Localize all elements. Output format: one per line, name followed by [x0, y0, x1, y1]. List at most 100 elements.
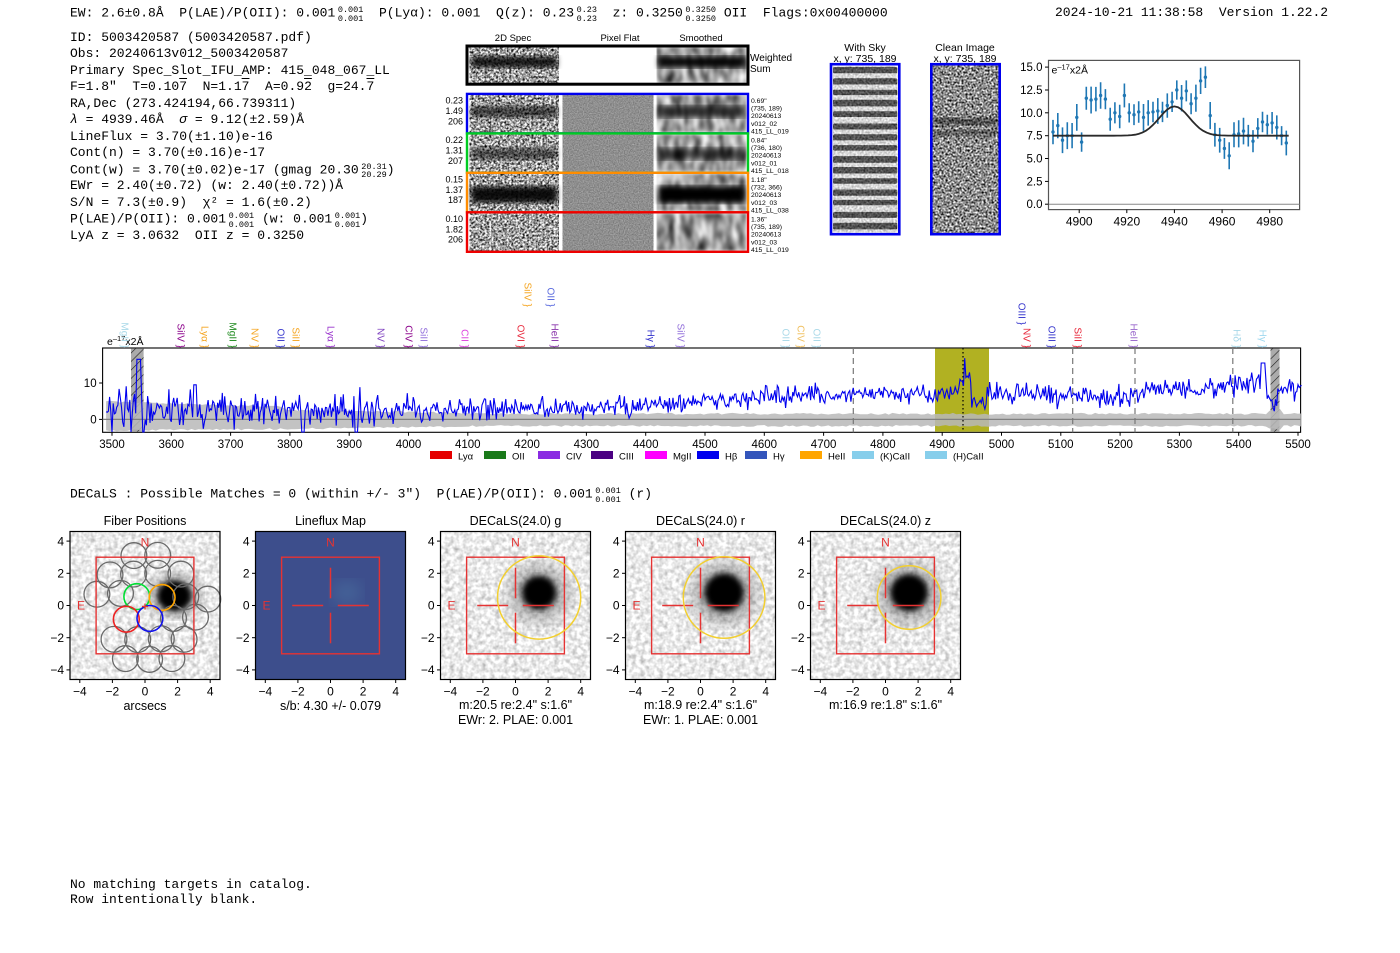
- svg-text:1.82: 1.82: [445, 224, 463, 234]
- svg-text:−4: −4: [443, 685, 457, 699]
- svg-text:SiIV }: SiIV }: [175, 324, 186, 349]
- svg-text:415_LL_019: 415_LL_019: [751, 128, 789, 135]
- svg-text:NV }: NV }: [1021, 328, 1032, 349]
- svg-text:v012_03: v012_03: [751, 239, 777, 246]
- svg-text:5400: 5400: [1226, 439, 1252, 451]
- svg-text:2.5: 2.5: [1027, 176, 1043, 188]
- svg-text:4: 4: [577, 685, 584, 699]
- svg-text:With Sky: With Sky: [844, 42, 886, 54]
- svg-text:N: N: [696, 536, 705, 550]
- svg-text:HeII }: HeII }: [549, 324, 560, 349]
- svg-text:4: 4: [762, 685, 769, 699]
- svg-text:Hγ }: Hγ }: [1257, 330, 1268, 349]
- svg-text:2: 2: [915, 685, 922, 699]
- svg-text:x, y: 735, 189: x, y: 735, 189: [933, 53, 996, 65]
- svg-text:CIV }: CIV }: [795, 325, 806, 348]
- svg-text:4700: 4700: [811, 439, 837, 451]
- svg-text:Clean Image: Clean Image: [935, 42, 995, 54]
- svg-text:0: 0: [327, 685, 334, 699]
- svg-text:4: 4: [57, 534, 64, 548]
- svg-text:Lyα }: Lyα }: [325, 326, 336, 349]
- svg-text:E: E: [633, 599, 641, 613]
- svg-text:4980: 4980: [1256, 215, 1283, 229]
- svg-text:4500: 4500: [692, 439, 718, 451]
- svg-text:Lyα: Lyα: [458, 452, 474, 463]
- svg-text:2D Spec: 2D Spec: [495, 33, 532, 44]
- svg-text:MgII: MgII: [673, 452, 691, 463]
- svg-text:0.84": 0.84": [751, 138, 767, 145]
- svg-text:3700: 3700: [218, 439, 244, 451]
- svg-text:CIII: CIII: [619, 452, 634, 463]
- svg-text:MgII }: MgII }: [227, 322, 238, 348]
- svg-text:2: 2: [174, 685, 181, 699]
- svg-text:OII: OII: [512, 452, 525, 463]
- svg-text:20240613: 20240613: [751, 113, 781, 120]
- svg-text:4: 4: [428, 534, 435, 548]
- svg-text:−2: −2: [661, 685, 675, 699]
- svg-text:SiIV }: SiIV }: [522, 283, 533, 308]
- svg-text:−2: −2: [106, 685, 120, 699]
- svg-text:Weighted: Weighted: [750, 53, 792, 64]
- svg-text:206: 206: [448, 235, 463, 245]
- svg-text:m:18.9 re:2.4" s:1.6": m:18.9 re:2.4" s:1.6": [644, 698, 757, 712]
- svg-text:NV }: NV }: [249, 328, 260, 349]
- svg-text:5500: 5500: [1285, 439, 1311, 451]
- svg-text:0.69": 0.69": [751, 98, 767, 105]
- svg-text:m:16.9 re:1.8" s:1.6": m:16.9 re:1.8" s:1.6": [829, 698, 942, 712]
- svg-text:4300: 4300: [574, 439, 600, 451]
- svg-text:2: 2: [360, 685, 367, 699]
- svg-text:Smoothed: Smoothed: [679, 33, 722, 44]
- svg-text:SiII }: SiII }: [418, 327, 429, 348]
- svg-text:EWr: 2. PLAE: 0.001: EWr: 2. PLAE: 0.001: [458, 713, 573, 727]
- svg-text:DECaLS(24.0) g: DECaLS(24.0) g: [470, 514, 562, 528]
- svg-text:4400: 4400: [633, 439, 659, 451]
- svg-text:4: 4: [613, 534, 620, 548]
- svg-text:7.5: 7.5: [1027, 131, 1043, 143]
- svg-text:2: 2: [243, 567, 250, 581]
- svg-text:−4: −4: [421, 663, 435, 677]
- svg-text:0: 0: [243, 599, 250, 613]
- svg-text:NV }: NV }: [375, 328, 386, 349]
- svg-text:20240613: 20240613: [751, 232, 781, 239]
- svg-text:EWr: 1. PLAE: 0.001: EWr: 1. PLAE: 0.001: [643, 713, 758, 727]
- svg-text:0.22: 0.22: [445, 135, 463, 145]
- svg-text:v012_03: v012_03: [751, 200, 777, 207]
- svg-text:2: 2: [545, 685, 552, 699]
- svg-text:5000: 5000: [989, 439, 1015, 451]
- svg-text:415_LL_018: 415_LL_018: [751, 168, 789, 175]
- svg-text:2: 2: [730, 685, 737, 699]
- svg-text:0: 0: [428, 599, 435, 613]
- svg-text:4900: 4900: [929, 439, 955, 451]
- svg-text:4: 4: [392, 685, 399, 699]
- svg-text:E: E: [818, 599, 826, 613]
- svg-text:1.18": 1.18": [751, 177, 767, 184]
- svg-text:3600: 3600: [159, 439, 185, 451]
- svg-text:0.10: 0.10: [445, 214, 463, 224]
- svg-text:−4: −4: [628, 685, 642, 699]
- svg-text:0: 0: [697, 685, 704, 699]
- svg-text:SiIV }: SiIV }: [675, 324, 686, 349]
- svg-text:5.0: 5.0: [1027, 154, 1043, 166]
- svg-text:E: E: [77, 599, 85, 613]
- svg-text:Lineflux Map: Lineflux Map: [295, 514, 366, 528]
- svg-text:−4: −4: [813, 685, 827, 699]
- svg-text:415_LL_019: 415_LL_019: [751, 247, 789, 254]
- svg-text:N: N: [326, 536, 335, 550]
- svg-text:10.0: 10.0: [1020, 108, 1042, 120]
- svg-text:−4: −4: [606, 663, 620, 677]
- svg-text:4000: 4000: [396, 439, 422, 451]
- svg-text:m:20.5 re:2.4" s:1.6": m:20.5 re:2.4" s:1.6": [459, 698, 572, 712]
- svg-text:0.0: 0.0: [1027, 199, 1043, 211]
- svg-text:x, y: 735, 189: x, y: 735, 189: [833, 53, 896, 65]
- svg-text:E: E: [263, 599, 271, 613]
- svg-text:N: N: [881, 536, 890, 550]
- svg-text:3800: 3800: [277, 439, 303, 451]
- svg-text:4940: 4940: [1161, 215, 1188, 229]
- svg-text:1.36": 1.36": [751, 217, 767, 224]
- svg-text:−4: −4: [791, 663, 805, 677]
- svg-text:0: 0: [798, 599, 805, 613]
- svg-text:207: 207: [448, 156, 463, 166]
- svg-text:SiII }: SiII }: [290, 327, 301, 348]
- svg-text:OII }: OII }: [811, 329, 822, 349]
- svg-text:15.0: 15.0: [1020, 62, 1042, 74]
